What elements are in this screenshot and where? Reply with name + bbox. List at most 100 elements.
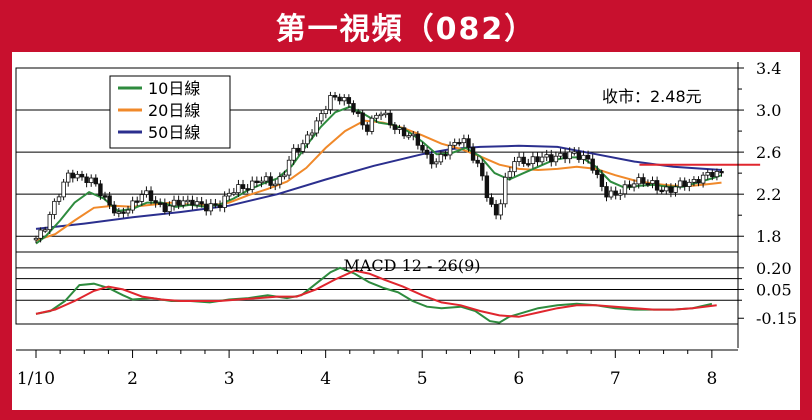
candle-body	[130, 200, 135, 211]
candle-body	[507, 171, 513, 178]
candle-body	[374, 114, 379, 119]
candle-body	[378, 113, 384, 117]
candle-body	[33, 237, 39, 241]
candle-body	[443, 153, 448, 157]
candle-body	[52, 200, 57, 215]
candle-body	[43, 229, 48, 232]
candle-body	[516, 156, 522, 162]
candle-body	[47, 214, 53, 231]
candle-body	[682, 180, 687, 187]
legend-label: 50日線	[148, 123, 200, 142]
legend: 10日線 20日線 50日線	[109, 75, 231, 149]
candle-body	[618, 193, 623, 196]
candle-body	[581, 154, 586, 160]
candle-body	[337, 96, 342, 102]
ma10-layer	[35, 105, 722, 245]
candle-body	[645, 183, 651, 186]
candle-body	[282, 174, 287, 178]
candle-body	[250, 180, 255, 190]
candle-body	[273, 183, 278, 187]
macd-y-tick-label: 0.20	[756, 259, 792, 278]
candle-body	[125, 209, 131, 214]
candle-body	[526, 163, 531, 166]
candle-body	[535, 156, 540, 163]
candle-body	[677, 180, 683, 188]
candle-body	[199, 201, 204, 205]
candle-body	[98, 183, 103, 197]
macd-line	[35, 266, 713, 324]
candle-body	[75, 173, 80, 179]
candle-body	[641, 177, 646, 184]
candle-body	[61, 181, 66, 198]
candle-body	[162, 202, 168, 213]
candle-body	[323, 109, 329, 115]
candle-body	[167, 205, 172, 213]
candle-body	[567, 151, 572, 160]
candle-body	[314, 120, 319, 134]
candle-body	[664, 186, 669, 192]
candle-body	[544, 154, 549, 158]
candle-body	[595, 169, 600, 175]
candle-body	[687, 181, 692, 187]
candle-body	[89, 177, 94, 183]
candle-body	[300, 143, 306, 152]
chart-panel: 3.4 3.0 2.6 2.2 1.8 10日線 20日線 50日線 收市：2.48元 0.…	[12, 52, 800, 410]
candle-body	[319, 113, 324, 122]
candles	[33, 91, 724, 244]
candle-body	[480, 162, 485, 177]
price-y-tick-label: 2.6	[756, 143, 781, 162]
candle-body	[719, 170, 724, 174]
price-y-tick-label: 3.4	[756, 59, 781, 78]
candle-body	[309, 132, 315, 136]
candle-body	[452, 142, 457, 146]
candle-body	[135, 200, 140, 203]
candle-body	[305, 134, 310, 145]
candle-body	[383, 112, 388, 116]
candle-body	[263, 176, 269, 182]
close-price-label: 收市：2.48元	[602, 87, 702, 106]
candle-body	[631, 183, 637, 188]
candle-body	[696, 179, 701, 184]
candle-body	[121, 211, 126, 214]
candle-body	[604, 186, 609, 198]
candle-body	[470, 146, 476, 161]
legend-label: 10日線	[148, 79, 200, 98]
candle-body	[208, 203, 214, 212]
candle-body	[204, 203, 209, 212]
candle-body	[351, 103, 356, 113]
candle-body	[475, 159, 480, 164]
macd-y-tick-label: 0.05	[756, 280, 792, 299]
candle-body	[355, 111, 361, 114]
candle-body	[107, 195, 112, 206]
candle-body	[585, 154, 591, 160]
candle-body	[245, 188, 250, 191]
candle-body	[296, 147, 301, 152]
x-tick-label: 4	[320, 369, 331, 389]
candle-body	[590, 158, 595, 171]
candle-body	[227, 192, 232, 197]
signal-line	[35, 269, 717, 318]
candle-body	[415, 133, 421, 146]
candle-body	[539, 156, 545, 163]
candle-body	[397, 127, 402, 130]
candle-body	[328, 95, 333, 110]
candle-body	[190, 199, 195, 206]
candle-body	[259, 180, 264, 184]
candle-body	[158, 202, 163, 205]
legend-items: 10日線 20日線 50日線	[118, 79, 200, 142]
ma10-line	[35, 105, 722, 245]
candle-body	[346, 97, 352, 104]
price-y-axis: 3.4 3.0 2.6 2.2 1.8	[737, 59, 781, 252]
x-tick-label: 5	[417, 369, 428, 389]
candle-body	[217, 204, 223, 208]
x-tick-label: 3	[224, 369, 235, 389]
candle-body	[654, 180, 660, 191]
candle-body	[613, 190, 618, 196]
stock-chart: 3.4 3.0 2.6 2.2 1.8 10日線 20日線 50日線 收市：2.48元 0.…	[15, 59, 797, 389]
candle-body	[342, 97, 347, 102]
candle-body	[599, 174, 605, 187]
candle-body	[650, 180, 655, 184]
candle-body	[489, 197, 494, 205]
candle-body	[286, 159, 292, 176]
